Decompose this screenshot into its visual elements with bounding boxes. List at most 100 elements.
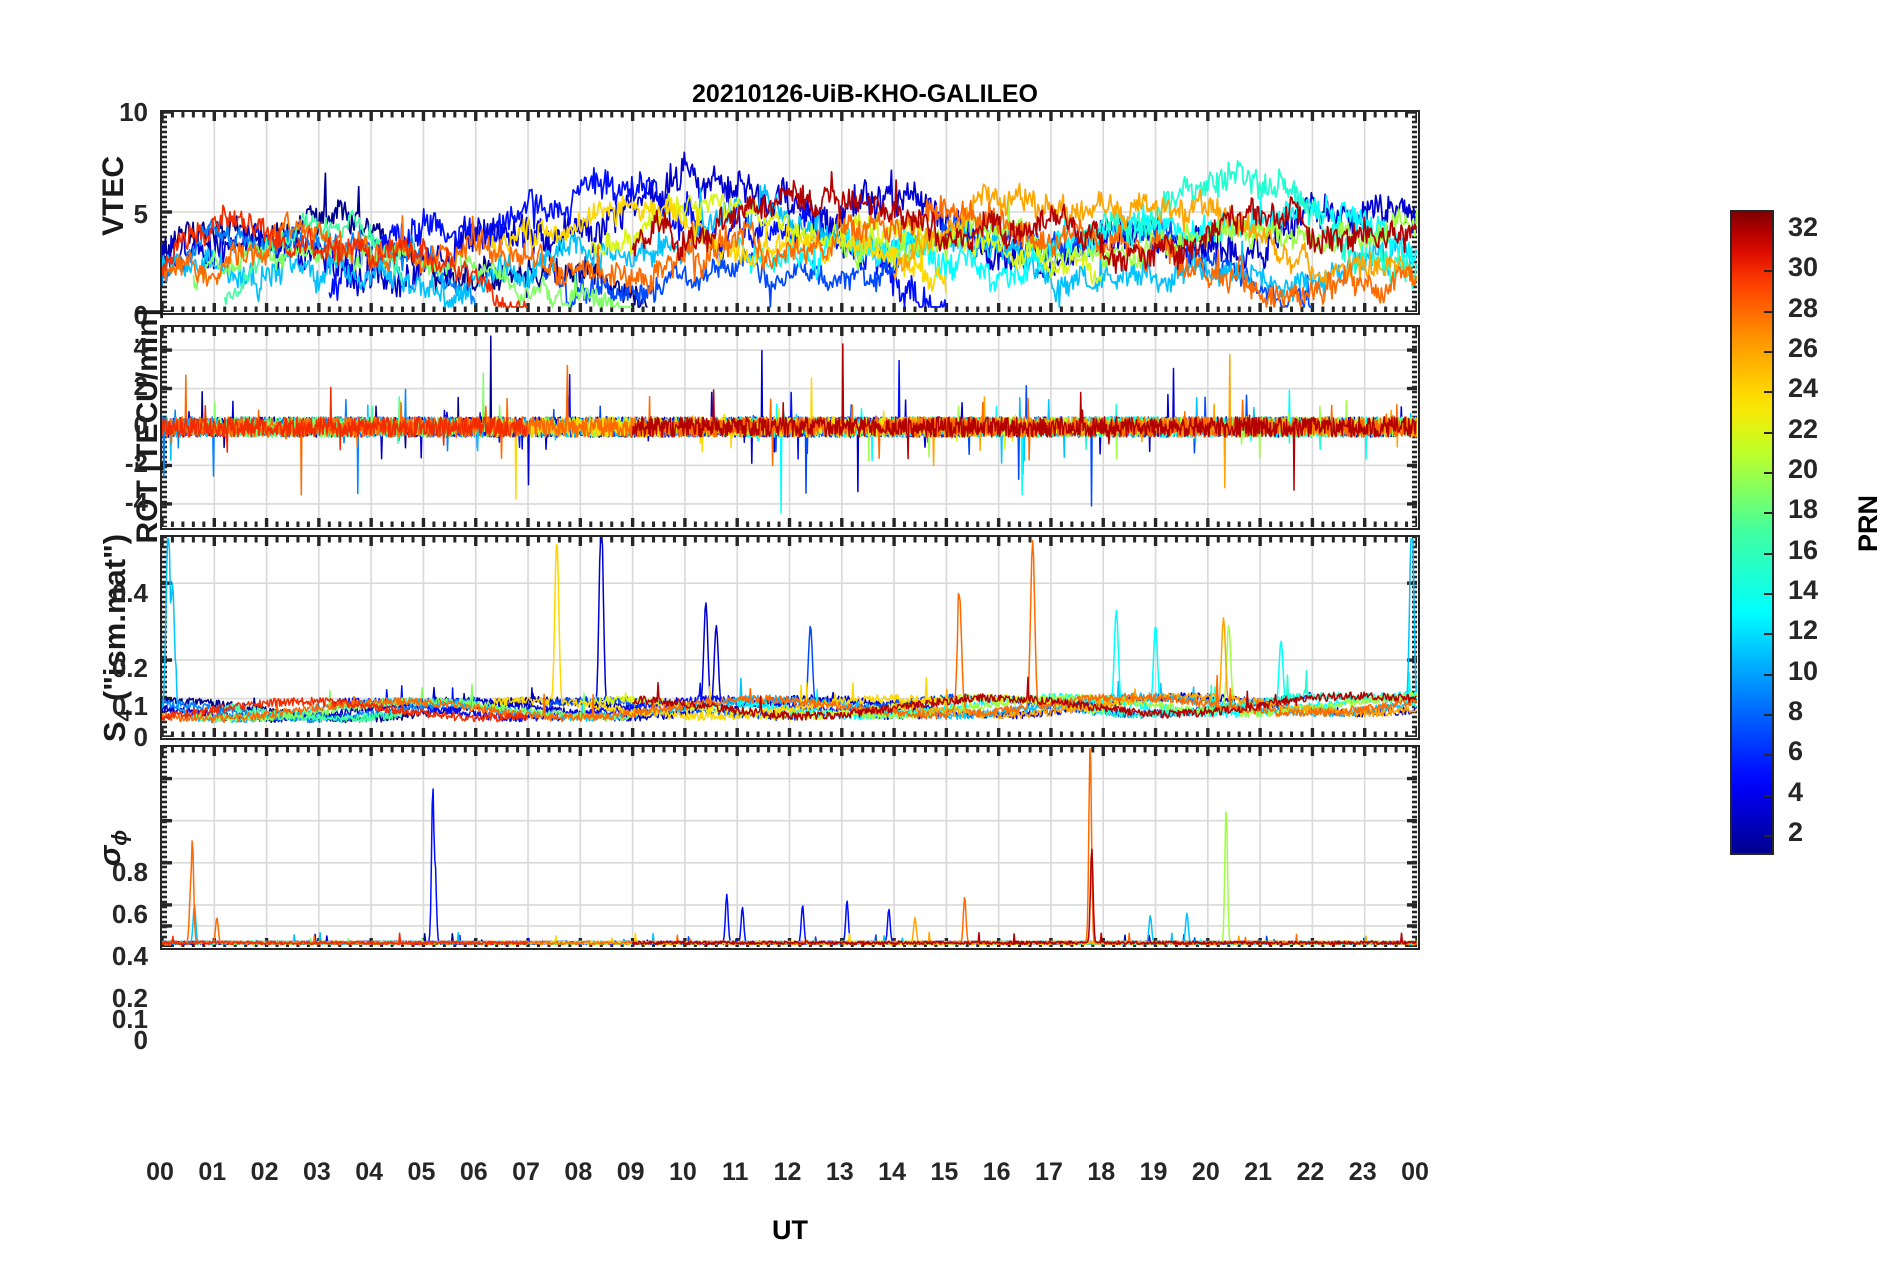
colorbar-tick-18: 18	[1788, 494, 1819, 525]
colorbar-tickmark	[1764, 512, 1773, 514]
data-trace	[162, 194, 1417, 308]
xtick-20-20: 20	[1191, 1158, 1220, 1186]
colorbar-tick-14: 14	[1788, 574, 1819, 605]
xtick-09-9: 09	[616, 1158, 645, 1186]
colorbar-tickmark	[1764, 311, 1773, 313]
xtick-22-22: 22	[1296, 1158, 1325, 1186]
data-trace	[631, 343, 1417, 491]
xtick-03-3: 03	[302, 1158, 331, 1186]
xtick-05-5: 05	[407, 1158, 436, 1186]
colorbar-tick-20: 20	[1788, 454, 1819, 485]
data-trace	[162, 540, 1417, 724]
axis-label-sigma-phi: σϕ	[92, 788, 136, 908]
xtick-21-21: 21	[1244, 1158, 1273, 1186]
data-trace	[736, 389, 1417, 514]
ytick-sigma-02: 0.2	[111, 983, 148, 1013]
colorbar-tickmark	[1764, 674, 1773, 676]
colorbar[interactable]	[1730, 210, 1774, 855]
colorbar-tickmark	[1764, 795, 1773, 797]
data-trace	[590, 691, 1104, 721]
xtick-16-16: 16	[982, 1158, 1011, 1186]
ytick-rot-m2: -2	[124, 448, 148, 478]
colorbar-tick-32: 32	[1788, 212, 1819, 243]
ytick-sigma-08: 0.8	[111, 857, 148, 887]
xtick-14-14: 14	[878, 1158, 906, 1186]
data-trace	[491, 543, 947, 722]
ytick-sigma-01: 0.1	[111, 1004, 148, 1034]
data-trace	[490, 194, 947, 293]
ytick-sigma-0: 0	[133, 1025, 148, 1055]
xtick-07-7: 07	[512, 1158, 540, 1186]
figure-title: 20210126-UiB-KHO-GALILEO	[692, 80, 1038, 108]
xtick-04-4: 04	[355, 1158, 384, 1186]
ytick-s4-02: 0.2	[111, 653, 148, 683]
xtick-00-24: 00	[1401, 1158, 1429, 1186]
colorbar-tickmark	[1764, 391, 1773, 393]
xtick-10-10: 10	[669, 1158, 697, 1186]
colorbar-tick-8: 8	[1788, 695, 1804, 726]
colorbar-tick-28: 28	[1788, 292, 1819, 323]
xtick-13-13: 13	[825, 1158, 854, 1186]
data-trace	[223, 702, 403, 724]
colorbar-tick-26: 26	[1788, 333, 1819, 364]
xtick-17-17: 17	[1035, 1158, 1063, 1186]
grid-layer	[162, 747, 1417, 947]
ytick-s4-01: 0.1	[111, 691, 148, 721]
tick-layer	[162, 112, 1417, 312]
xtick-19-19: 19	[1139, 1158, 1168, 1186]
data-trace	[162, 204, 528, 308]
data-trace	[841, 811, 1417, 946]
colorbar-tickmark	[1764, 351, 1773, 353]
colorbar-tickmark	[1764, 714, 1773, 716]
colorbar-tick-4: 4	[1788, 776, 1804, 807]
xtick-02-2: 02	[250, 1158, 279, 1186]
xtick-15-15: 15	[930, 1158, 959, 1186]
colorbar-title: PRN	[1853, 494, 1883, 552]
xtick-11-11: 11	[721, 1158, 749, 1186]
data-trace	[192, 683, 633, 724]
xtick-23-23: 23	[1348, 1158, 1377, 1186]
xtick-00-0: 00	[146, 1158, 174, 1186]
colorbar-tickmark	[1764, 835, 1773, 837]
panel-vtec	[160, 110, 1420, 315]
colorbar-tickmark	[1764, 754, 1773, 756]
ytick-vtec-0: 0	[133, 300, 148, 330]
panel-s4	[160, 535, 1420, 740]
ytick-rot-0: 0	[133, 410, 148, 440]
ytick-s4-04: 0.4	[111, 578, 148, 608]
colorbar-tickmark	[1764, 633, 1773, 635]
colorbar-tick-6: 6	[1788, 736, 1804, 767]
colorbar-tickmark	[1764, 472, 1773, 474]
ytick-sigma-06: 0.6	[111, 899, 148, 929]
colorbar-tick-16: 16	[1788, 534, 1819, 565]
xtick-01-1: 01	[198, 1158, 227, 1186]
ytick-sigma-04: 0.4	[111, 941, 148, 971]
xtick-12-12: 12	[773, 1158, 802, 1186]
ytick-rot-2: 2	[133, 371, 148, 401]
panel-rot	[160, 325, 1420, 530]
data-trace	[893, 182, 1417, 290]
ytick-s4-0: 0	[133, 722, 148, 752]
colorbar-tick-24: 24	[1788, 373, 1819, 404]
data-trace	[162, 183, 1417, 308]
colorbar-tick-22: 22	[1788, 413, 1819, 444]
ytick-rot-4: 4	[133, 332, 148, 362]
data-trace	[162, 386, 529, 453]
data-trace	[328, 167, 947, 308]
data-trace	[632, 676, 1417, 721]
xtick-08-8: 08	[564, 1158, 593, 1186]
colorbar-tick-12: 12	[1788, 615, 1819, 646]
xtick-18-18: 18	[1087, 1158, 1116, 1186]
colorbar-tickmark	[1764, 270, 1773, 272]
data-trace	[162, 932, 529, 946]
axis-label-ut: UT	[772, 1215, 808, 1245]
colorbar-tick-30: 30	[1788, 252, 1819, 283]
xtick-06-6: 06	[459, 1158, 488, 1186]
ytick-vtec-10: 10	[119, 97, 148, 127]
ytick-rot-m4: -4	[124, 487, 148, 517]
colorbar-tickmark	[1764, 553, 1773, 555]
data-trace	[328, 788, 947, 946]
data-trace	[631, 848, 1417, 946]
colorbar-tick-10: 10	[1788, 655, 1819, 686]
